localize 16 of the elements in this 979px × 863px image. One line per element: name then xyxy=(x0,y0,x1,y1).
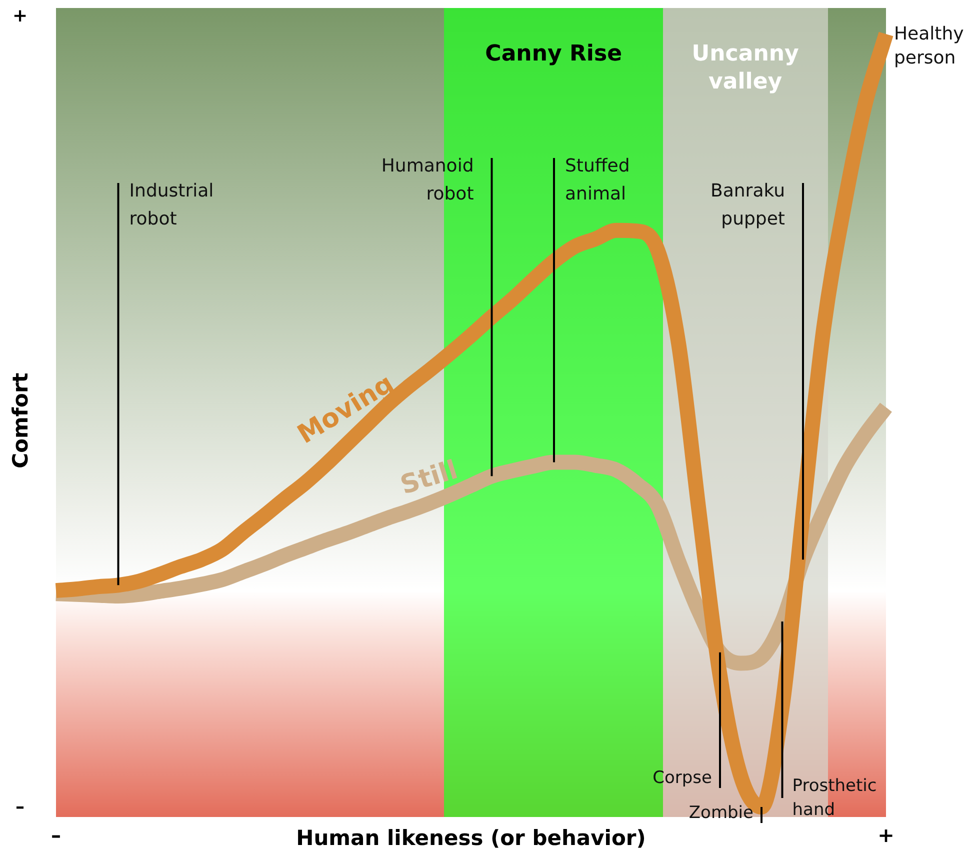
text: – xyxy=(16,796,24,818)
annotation: Zombie xyxy=(688,802,754,823)
annotation: Canny Rise xyxy=(485,42,622,67)
text: + xyxy=(12,6,28,27)
annotation: Banraku puppet xyxy=(710,180,785,230)
x-axis-title: Human likeness (or behavior) xyxy=(296,826,646,850)
annotation: Healthy person xyxy=(894,24,964,69)
text: Still xyxy=(397,455,462,501)
annotation: Uncanny valley xyxy=(692,42,799,95)
annotation: Humanoid robot xyxy=(381,156,474,205)
annotation: Prosthetic hand xyxy=(792,776,877,820)
annotation: Stuffed animal xyxy=(565,156,630,205)
text: + xyxy=(878,823,894,848)
y-axis-title: Comfort xyxy=(8,372,32,468)
annotation: Industrial robot xyxy=(129,180,214,230)
text: – xyxy=(51,823,61,848)
